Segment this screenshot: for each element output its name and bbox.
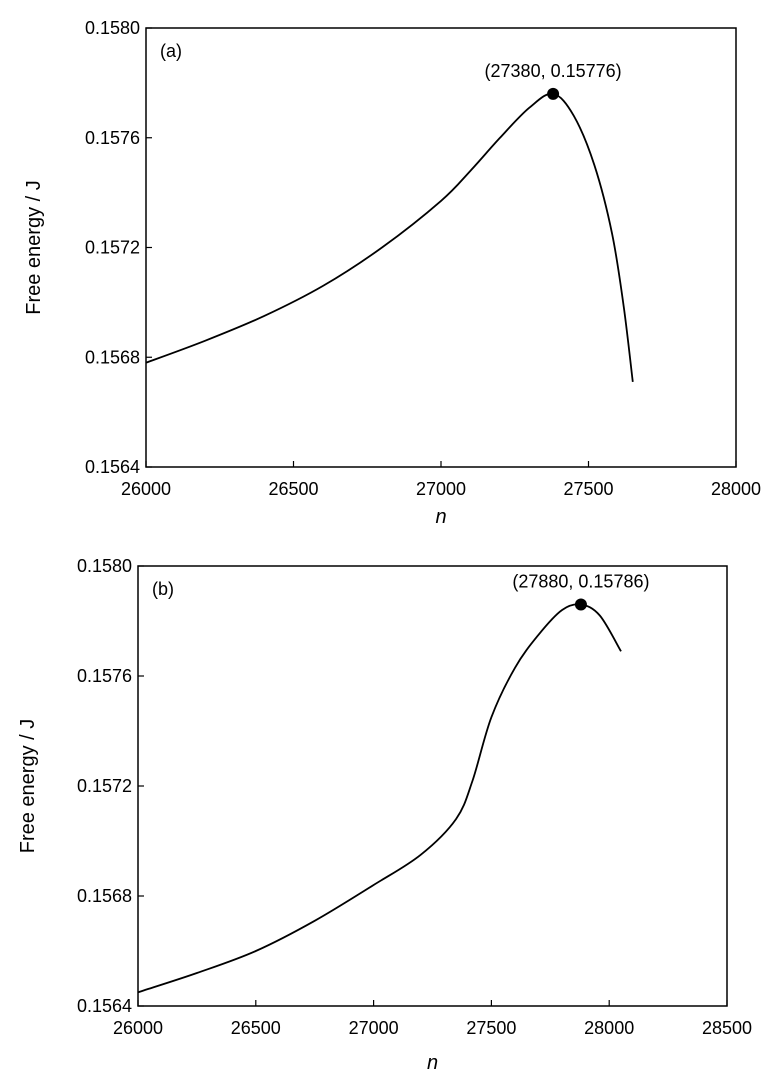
y-tick-label: 0.1572 [85, 238, 140, 258]
panel-label: (b) [152, 579, 174, 599]
x-tick-label: 28000 [711, 479, 761, 499]
maximum-point-marker [547, 87, 560, 100]
y-axis-title: Free energy / J [17, 719, 39, 854]
y-tick-label: 0.1580 [77, 556, 132, 576]
y-axis-title: Free energy / J [23, 180, 45, 315]
maximum-point-marker [574, 598, 587, 611]
maximum-point-label: (27880, 0.15786) [512, 572, 649, 592]
y-tick-label: 0.1564 [85, 457, 140, 477]
series-line [137, 603, 622, 994]
panel-label: (a) [160, 41, 182, 61]
x-tick-label: 28000 [584, 1018, 634, 1038]
series-line [145, 92, 634, 383]
x-tick-label: 26500 [231, 1018, 281, 1038]
y-tick-label: 0.1572 [77, 776, 132, 796]
x-tick-label: 28500 [702, 1018, 752, 1038]
plot-frame [145, 27, 737, 468]
maximum-point-label: (27380, 0.15776) [485, 61, 622, 81]
y-tick-label: 0.1576 [85, 128, 140, 148]
x-tick-label: 26000 [113, 1018, 163, 1038]
x-axis-title: n [435, 506, 446, 528]
panel-a: 26000 26500 27000 27500 28000 0.1564 0.1568 0.1… [23, 18, 761, 528]
y-tick-label: 0.1568 [77, 886, 132, 906]
y-tick-label: 0.1568 [85, 347, 140, 367]
x-tick-label: 27000 [416, 479, 466, 499]
y-tick-label: 0.1576 [77, 666, 132, 686]
x-tick-label: 26000 [121, 479, 171, 499]
panel-b: 26000 26500 27000 27500 28000 28500 0.1564 0.15… [17, 556, 752, 1074]
y-tick-label: 0.1580 [85, 18, 140, 38]
x-tick-label: 26500 [268, 479, 318, 499]
x-tick-label: 27500 [466, 1018, 516, 1038]
y-tick-label: 0.1564 [77, 996, 132, 1016]
x-axis-title: n [427, 1052, 438, 1074]
plot-frame [137, 565, 728, 1007]
x-tick-label: 27500 [563, 479, 613, 499]
x-tick-label: 27000 [349, 1018, 399, 1038]
